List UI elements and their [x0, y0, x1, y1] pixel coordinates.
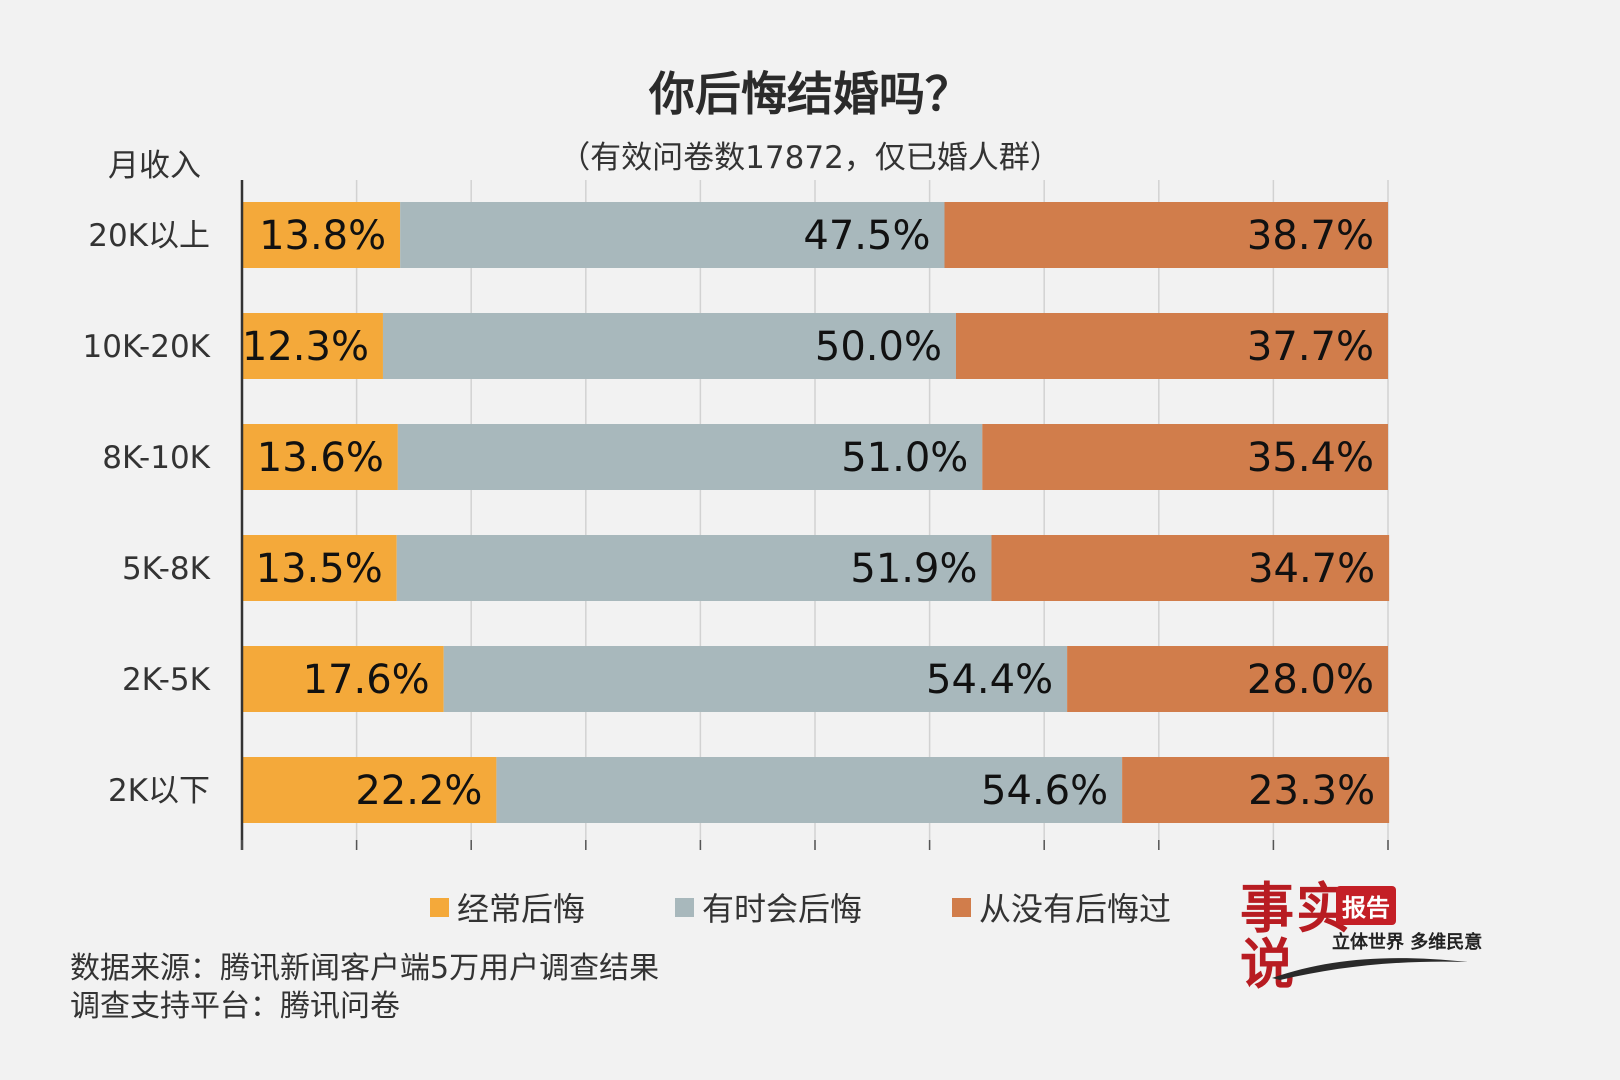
bar-value-label: 17.6%	[303, 657, 430, 703]
category-label: 8K-10K	[102, 440, 210, 476]
source-line-2: 调查支持平台：腾讯问卷	[70, 989, 400, 1024]
category-label: 20K以上	[88, 218, 210, 254]
bar-value-label: 22.2%	[355, 768, 482, 814]
source-line-1: 数据来源：腾讯新闻客户端5万用户调查结果	[70, 951, 660, 986]
legend-item: 经常后悔	[430, 884, 585, 930]
bar-value-label: 51.0%	[841, 435, 968, 481]
bar-value-label: 13.5%	[256, 546, 383, 592]
bar-value-label: 23.3%	[1248, 768, 1375, 814]
bar-value-label: 54.6%	[981, 768, 1108, 814]
bar-segment	[400, 202, 945, 268]
bar-segment	[382, 313, 956, 379]
bar-value-label: 50.0%	[815, 324, 942, 370]
bar-segment	[443, 646, 1068, 712]
bar-segment	[982, 424, 1388, 490]
bar-value-label: 12.3%	[242, 324, 369, 370]
bar-segment	[242, 646, 444, 712]
bar-value-label: 13.6%	[257, 435, 384, 481]
bar-segment	[242, 313, 383, 379]
bar-segment	[944, 202, 1388, 268]
category-label: 10K-20K	[83, 329, 211, 365]
bar-segment	[242, 424, 398, 490]
bar-value-label: 34.7%	[1248, 546, 1375, 592]
logo-brush-text: 事实说	[1240, 876, 1352, 996]
bar-segment	[397, 424, 983, 490]
legend-item: 从没有后悔过	[952, 884, 1171, 930]
bar-segment	[991, 535, 1390, 601]
category-label: 2K-5K	[122, 662, 211, 698]
chart-title: 你后悔结婚吗？	[649, 67, 971, 121]
bar-segment	[396, 535, 992, 601]
bar-value-label: 47.5%	[803, 213, 930, 259]
chart-subtitle: （有效问卷数17872，仅已婚人群）	[559, 140, 1061, 176]
bar-value-label: 28.0%	[1247, 657, 1374, 703]
bar-segment	[242, 202, 401, 268]
legend-swatch	[430, 897, 449, 917]
data-source-note: 数据来源：腾讯新闻客户端5万用户调查结果 调查支持平台：腾讯问卷	[70, 950, 659, 1026]
bar-segment	[1122, 757, 1390, 823]
legend-label: 有时会后悔	[702, 890, 863, 928]
bar-value-label: 51.9%	[850, 546, 977, 592]
bar-segment	[955, 313, 1388, 379]
legend-label: 经常后悔	[457, 890, 586, 928]
bar-segment	[242, 757, 497, 823]
bar-value-label: 35.4%	[1247, 435, 1374, 481]
bar-value-label: 37.7%	[1247, 324, 1374, 370]
logo-tagline: 立体世界 多维民意	[1332, 932, 1483, 953]
legend-label: 从没有后悔过	[979, 890, 1172, 928]
y-axis-title: 月收入	[108, 148, 201, 184]
legend-swatch	[675, 897, 695, 917]
bar-value-label: 13.8%	[259, 213, 386, 259]
brand-logo: 事实说 报告 立体世界 多维民意	[1240, 880, 1490, 1000]
chart-legend: 经常后悔 有时会后悔 从没有后悔过	[430, 884, 1171, 930]
legend-item: 有时会后悔	[675, 884, 862, 930]
logo-badge: 报告	[1336, 886, 1396, 925]
bar-segment	[496, 757, 1123, 823]
category-label: 5K-8K	[122, 551, 211, 587]
bar-segment	[1067, 646, 1388, 712]
category-label: 2K以下	[108, 773, 210, 809]
bar-value-label: 38.7%	[1247, 213, 1374, 259]
logo-swoosh-icon	[1272, 958, 1468, 980]
bar-value-label: 54.4%	[926, 657, 1053, 703]
bar-segment	[242, 535, 397, 601]
legend-swatch	[952, 897, 972, 917]
